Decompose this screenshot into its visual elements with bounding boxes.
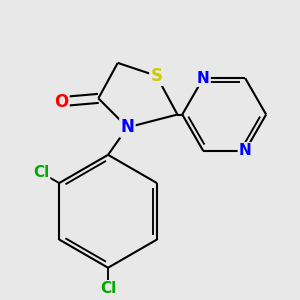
- Text: N: N: [121, 118, 134, 136]
- Text: O: O: [54, 93, 68, 111]
- Text: N: N: [197, 71, 210, 86]
- Text: Cl: Cl: [33, 165, 49, 180]
- Text: N: N: [239, 143, 251, 158]
- Text: Cl: Cl: [100, 281, 116, 296]
- Text: S: S: [151, 67, 163, 85]
